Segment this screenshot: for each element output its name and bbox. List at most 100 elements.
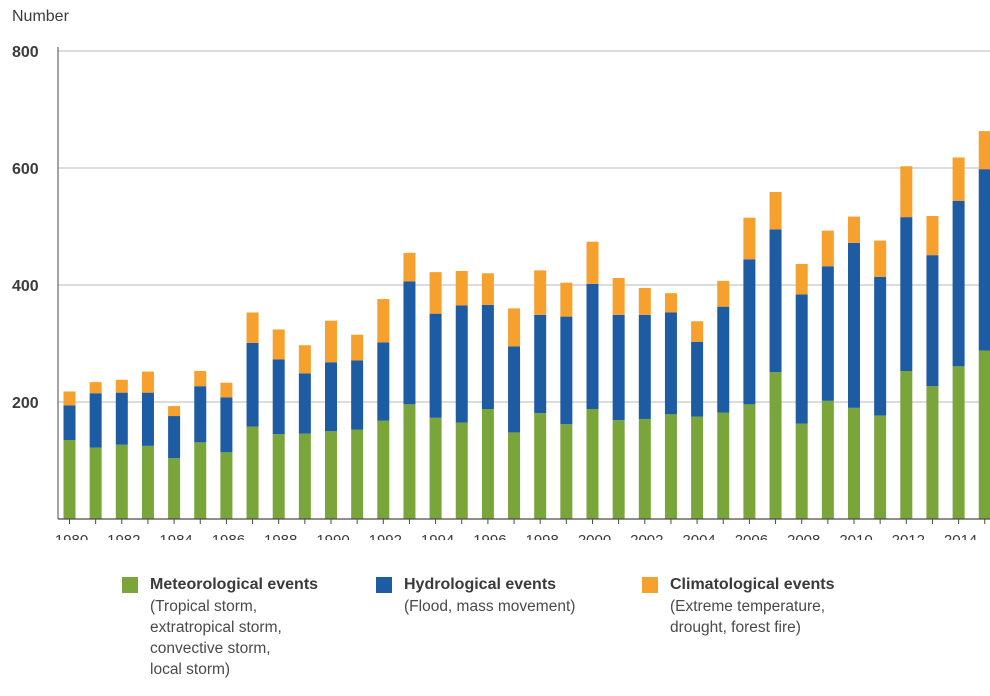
x-tick-label-1994: 1994	[421, 532, 454, 540]
y-axis-title: Number	[12, 8, 69, 25]
bar-1999-climatological	[560, 282, 573, 317]
x-tick-label-1990: 1990	[316, 532, 349, 540]
y-tick-label-600: 600	[12, 161, 39, 178]
bar-2009-meteorological	[821, 400, 834, 519]
bar-1981-hydrological	[89, 393, 102, 448]
bar-1980-meteorological	[63, 440, 76, 519]
bar-2010-hydrological	[848, 242, 860, 408]
x-tick-label-1986: 1986	[212, 532, 245, 540]
bar-1982-hydrological	[115, 392, 128, 445]
bar-1996-hydrological	[481, 304, 494, 410]
x-tick-label-2010: 2010	[839, 532, 872, 540]
bar-2005-meteorological	[717, 412, 730, 519]
x-tick-label-1980: 1980	[55, 532, 88, 540]
x-tick-label-2006: 2006	[735, 532, 768, 540]
bar-1990-climatological	[325, 320, 337, 363]
bar-1997-meteorological	[508, 432, 521, 519]
bar-1998-hydrological	[534, 314, 547, 414]
bar-1992-climatological	[377, 299, 390, 343]
bar-2002-climatological	[638, 287, 651, 315]
bar-2007-climatological	[769, 191, 782, 230]
bar-1981-climatological	[89, 382, 102, 394]
x-tick-label-2000: 2000	[578, 532, 611, 540]
x-tick-label-2002: 2002	[630, 532, 663, 540]
legend-item-hydrological: Hydrological events (Flood, mass movemen…	[376, 574, 575, 617]
bar-1982-climatological	[115, 379, 128, 393]
bar-2005-climatological	[717, 280, 730, 307]
bar-1983-climatological	[141, 371, 154, 393]
bar-1988-climatological	[272, 329, 285, 360]
bar-1995-hydrological	[455, 305, 468, 423]
bar-2001-meteorological	[612, 420, 625, 519]
bar-1997-hydrological	[508, 346, 521, 433]
bar-2014-climatological	[952, 157, 965, 201]
stacked-bar-chart: 200 400 600 800 1980 1982 1984 1986 1988 1990 1992…	[12, 44, 990, 540]
x-tick-label-1996: 1996	[473, 532, 506, 540]
bar-1997-climatological	[508, 308, 521, 347]
bar-2004-hydrological	[691, 341, 704, 417]
chart-legend: Meteorological events (Tropical storm, e…	[0, 574, 990, 696]
bar-2008-climatological	[795, 263, 808, 295]
y-tick-label-200: 200	[12, 395, 39, 412]
legend-swatch-climatological	[642, 577, 658, 593]
bar-2013-climatological	[926, 215, 939, 256]
bar-1998-climatological	[534, 270, 547, 315]
bar-2011-hydrological	[874, 276, 887, 416]
bar-2010-climatological	[848, 216, 860, 243]
y-tick-label-800: 800	[12, 44, 39, 61]
bar-2001-climatological	[612, 277, 625, 315]
bar-2006-meteorological	[743, 404, 756, 519]
bar-2013-hydrological	[926, 255, 939, 387]
bar-2008-hydrological	[795, 294, 808, 424]
bar-2010-meteorological	[848, 407, 860, 519]
bar-2012-climatological	[900, 166, 913, 218]
bar-1991-hydrological	[351, 360, 364, 430]
legend-label-climatological: Climatological events	[670, 576, 835, 593]
bar-2006-climatological	[743, 217, 756, 260]
x-tick-label-1992: 1992	[369, 532, 402, 540]
bar-2015-climatological	[978, 131, 990, 170]
bar-1986-hydrological	[220, 397, 233, 453]
x-tick-label-2012: 2012	[892, 532, 925, 540]
bar-2000-hydrological	[586, 283, 599, 410]
bar-1989-hydrological	[298, 373, 311, 434]
bar-1984-climatological	[168, 406, 181, 417]
bar-1995-climatological	[455, 270, 468, 306]
legend-item-meteorological: Meteorological events (Tropical storm, e…	[122, 574, 318, 680]
bar-2005-hydrological	[717, 306, 730, 413]
x-tick-label-1988: 1988	[264, 532, 297, 540]
bar-1999-hydrological	[560, 316, 573, 425]
legend-label-meteorological: Meteorological events	[150, 576, 319, 593]
bar-2009-hydrological	[821, 266, 834, 401]
bar-1991-climatological	[351, 334, 364, 361]
bar-1980-hydrological	[63, 405, 76, 441]
bar-2012-meteorological	[900, 370, 913, 519]
bar-2002-hydrological	[638, 314, 651, 419]
bar-1992-meteorological	[377, 420, 390, 519]
legend-swatch-meteorological	[122, 577, 138, 593]
legend-desc-hydrological: (Flood, mass movement)	[404, 598, 576, 615]
bar-1993-hydrological	[403, 281, 416, 405]
bar-2003-climatological	[664, 293, 677, 313]
bar-1985-meteorological	[194, 442, 207, 519]
bar-1994-meteorological	[429, 417, 442, 519]
bar-1994-climatological	[429, 272, 442, 314]
bar-2015-meteorological	[978, 350, 990, 519]
bar-1986-meteorological	[220, 452, 233, 519]
bar-2015-hydrological	[978, 169, 990, 351]
bar-1982-meteorological	[115, 444, 128, 519]
bar-2006-hydrological	[743, 259, 756, 405]
bar-2003-hydrological	[664, 312, 677, 415]
y-tick-label-400: 400	[12, 278, 39, 295]
bar-1984-hydrological	[168, 416, 181, 459]
x-tick-label-1984: 1984	[159, 532, 192, 540]
bar-2013-meteorological	[926, 386, 939, 519]
bar-1987-meteorological	[246, 426, 259, 519]
bar-1993-meteorological	[403, 404, 416, 519]
legend-label-hydrological: Hydrological events	[404, 576, 557, 593]
bar-2012-hydrological	[900, 217, 913, 371]
bar-1989-climatological	[298, 345, 311, 374]
bar-1984-meteorological	[168, 458, 181, 519]
bar-1990-hydrological	[325, 362, 337, 432]
bar-2000-climatological	[586, 241, 599, 284]
